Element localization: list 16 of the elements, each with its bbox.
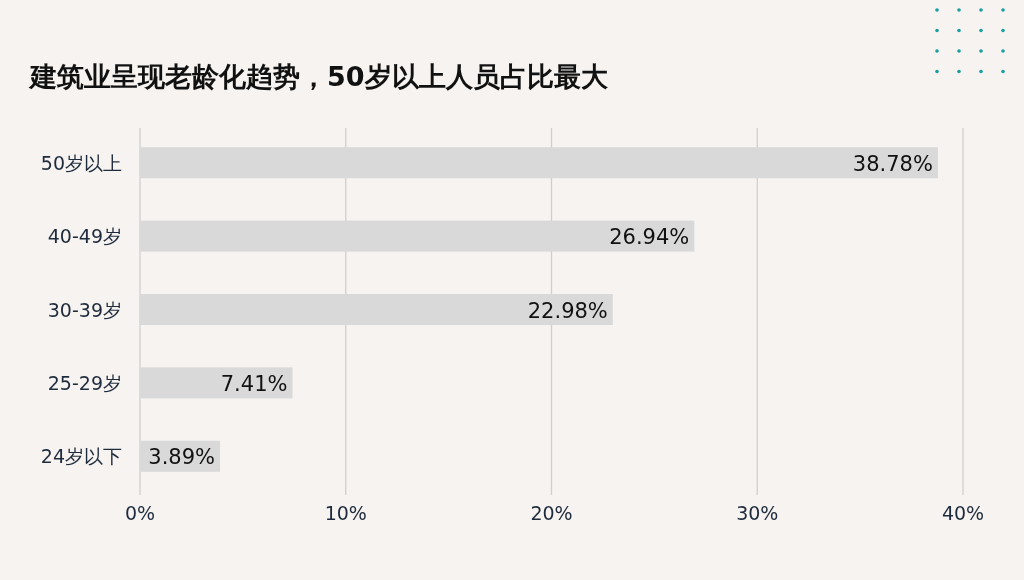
x-tick-label: 20% [530, 502, 573, 524]
data-label: 22.98% [527, 298, 608, 323]
x-tick-label: 30% [736, 502, 779, 524]
x-tick-label: 40% [941, 502, 985, 524]
y-tick-label: 30-39岁 [47, 298, 122, 321]
data-label: 26.94% [609, 225, 690, 250]
y-tick-label: 40-49岁 [47, 225, 122, 248]
y-tick-label: 24岁以下 [40, 445, 122, 468]
x-tick-label: 10% [324, 502, 367, 524]
data-label: 3.89% [148, 445, 216, 470]
y-tick-label: 50岁以上 [40, 151, 122, 174]
y-tick-label: 25-29岁 [47, 371, 122, 394]
data-label: 38.78% [852, 151, 933, 176]
x-tick-label: 0% [124, 502, 156, 524]
data-label: 7.41% [220, 371, 288, 396]
chart-title: 建筑业呈现老龄化趋势，50岁以上人员占比最大 [28, 61, 609, 92]
